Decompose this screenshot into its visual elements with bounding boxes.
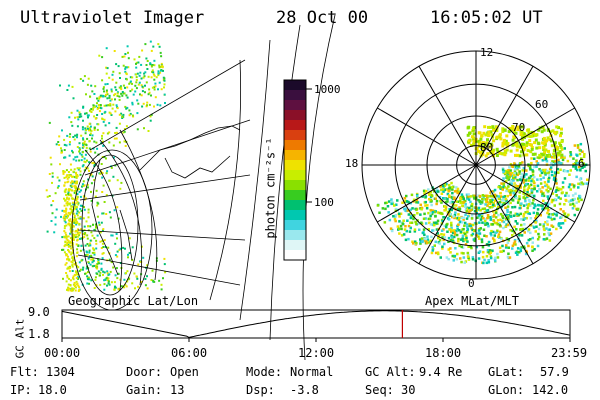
- colorbar-tick-100: 100: [314, 196, 334, 209]
- geographic-aurora: [45, 40, 167, 292]
- timeline-ytick-high: 9.0: [28, 305, 50, 319]
- colorbar-tick-1000: 1000: [314, 83, 341, 96]
- glon-label: GLon:: [488, 383, 525, 397]
- mlt-label-0: 0: [468, 277, 475, 290]
- gain-value: 13: [170, 383, 185, 397]
- timeline-xtick-0600: 06:00: [171, 346, 208, 360]
- altitude-curve: [61, 310, 571, 338]
- glon-value: 142.0: [532, 383, 569, 397]
- glat-value: 57.9: [540, 365, 569, 379]
- ip-label: IP:: [10, 383, 32, 397]
- dsp-label: Dsp:: [246, 383, 275, 397]
- timeline-xtick-2359: 23:59: [551, 346, 588, 360]
- gain-label: Gain:: [126, 383, 163, 397]
- flt-value: 1304: [46, 365, 75, 379]
- mlt-label-18: 18: [345, 157, 359, 170]
- timeline-ylabel: GC Alt: [13, 318, 27, 359]
- time-label: 16:05:02 UT: [430, 8, 543, 28]
- date-label: 28 Oct 00: [276, 8, 369, 28]
- mlt-label-6: 6: [578, 157, 585, 170]
- ip-value: 18.0: [38, 383, 67, 397]
- instrument-title: Ultraviolet Imager: [20, 8, 205, 28]
- mlt-label-12: 12: [480, 46, 494, 59]
- left-panel-caption: Geographic Lat/Lon: [68, 294, 199, 308]
- right-panel-caption: Apex MLat/MLT: [425, 294, 519, 308]
- lat-label-70: 70: [512, 121, 526, 134]
- lat-label-80: 80: [480, 141, 494, 154]
- seq-value: 30: [401, 383, 416, 397]
- timeline-xtick-0000: 00:00: [44, 346, 81, 360]
- mode-value: Normal: [290, 365, 334, 379]
- seq-label: Seq:: [365, 383, 394, 397]
- gcalt-value: 9.4 Re: [419, 365, 463, 379]
- door-label: Door:: [126, 365, 163, 379]
- colorbar-label: photon cm⁻²s⁻¹: [263, 137, 278, 239]
- timeline-xtick-1200: 12:00: [298, 346, 335, 360]
- timeline-ytick-low: 1.8: [28, 327, 50, 341]
- glat-label: GLat:: [488, 365, 525, 379]
- door-value: Open: [170, 365, 199, 379]
- dsp-value: -3.8: [290, 383, 319, 397]
- orbit-timeline: [61, 309, 571, 342]
- coastline: [91, 125, 241, 276]
- polar-grid: [361, 50, 591, 280]
- gcalt-label: GC Alt:: [365, 365, 416, 379]
- mode-label: Mode:: [246, 365, 283, 379]
- flt-label: Flt:: [10, 365, 39, 379]
- timeline-xtick-1800: 18:00: [425, 346, 462, 360]
- colorbar: [283, 79, 312, 261]
- lat-label-60: 60: [535, 98, 549, 111]
